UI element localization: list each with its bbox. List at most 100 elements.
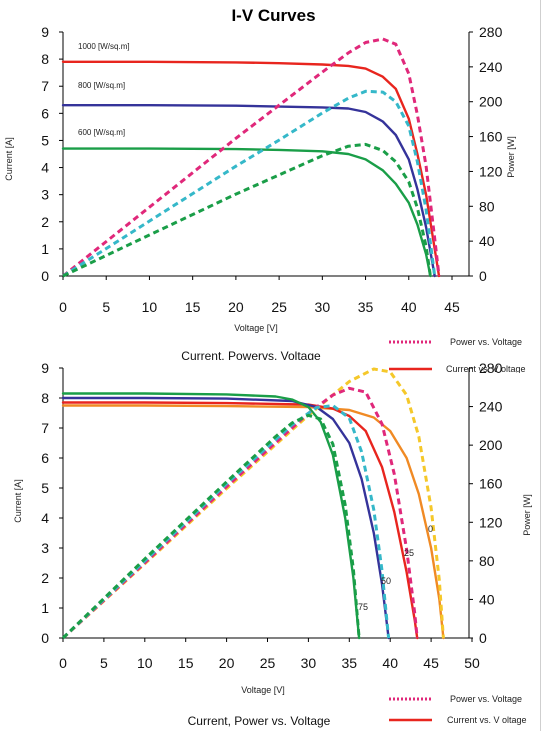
legend-power-label: Power vs. Voltage (450, 337, 522, 347)
y2-tick-label: 80 (479, 198, 495, 214)
y2-tick-label: 40 (479, 233, 495, 249)
x-tick-label: 25 (260, 655, 276, 671)
power-curve-7 (61, 413, 361, 640)
x-tick-label: 35 (342, 655, 358, 671)
x-tick-label: 50 (464, 655, 480, 671)
x-tick-label: 15 (185, 299, 201, 315)
chart2-series (61, 367, 445, 640)
y-tick-label: 6 (41, 450, 49, 466)
chart1-y2-axis-label: Power [W] (506, 136, 516, 178)
y-tick-label: 2 (41, 214, 49, 230)
power-curve-3 (62, 37, 441, 278)
series-label: 50 (381, 576, 391, 586)
x-tick-label: 40 (382, 655, 398, 671)
chart2-y-axis-label: Current [A] (13, 479, 23, 523)
y-tick-label: 0 (41, 268, 49, 284)
x-tick-label: 25 (271, 299, 287, 315)
y-tick-label: 5 (41, 132, 49, 148)
y-tick-label: 7 (41, 78, 49, 94)
chart1-y-axis-label: Current [A] (4, 137, 14, 181)
y-tick-label: 1 (41, 241, 49, 257)
x-tick-label: 30 (301, 655, 317, 671)
power-curve-5 (61, 386, 419, 640)
y-tick-label: 4 (41, 160, 49, 176)
y2-tick-label: 240 (479, 59, 503, 75)
series-label: 800 [W/sq.m] (78, 81, 125, 90)
y2-tick-label: 40 (479, 591, 495, 607)
current-curve-0 (61, 60, 441, 278)
y-tick-label: 4 (41, 510, 49, 526)
y2-tick-label: 120 (479, 514, 503, 530)
current-curve-2 (61, 396, 390, 640)
current-curve-1 (61, 104, 436, 278)
current-curve-1 (61, 401, 419, 640)
x-tick-label: 0 (59, 299, 67, 315)
y-tick-label: 0 (41, 630, 49, 646)
x-tick-label: 20 (219, 655, 235, 671)
chart2-caption: Current, Power vs. Voltage (188, 714, 331, 728)
series-label: 75 (358, 602, 368, 612)
x-tick-label: 35 (358, 299, 374, 315)
y2-tick-label: 160 (479, 476, 503, 492)
y2-tick-label: 160 (479, 129, 503, 145)
chart1-x-axis-label: Voltage [V] (234, 323, 278, 333)
chart1-legend: Power vs. Voltage Current vs. V oltage (389, 337, 526, 373)
chart1-caption: Current, Powervs. Voltage (181, 349, 321, 360)
y-tick-label: 5 (41, 480, 49, 496)
series-label: 1000 [W/sq.m] (78, 42, 130, 51)
chart1-labels: 1000 [W/sq.m] 800 [W/sq.m] 600 [W/sq.m] (78, 42, 130, 137)
x-tick-label: 5 (102, 299, 110, 315)
page-border (540, 0, 541, 731)
y-tick-label: 3 (41, 187, 49, 203)
current-curve-2 (61, 147, 432, 278)
power-curve-5 (62, 142, 432, 278)
chart2-y2-axis-label: Power [W] (522, 494, 532, 536)
power-curve-4 (61, 367, 445, 640)
x-tick-label: 10 (137, 655, 153, 671)
x-tick-label: 5 (100, 655, 108, 671)
x-tick-label: 45 (423, 655, 439, 671)
y-tick-label: 1 (41, 600, 49, 616)
y-tick-label: 8 (41, 390, 49, 406)
x-tick-label: 20 (228, 299, 244, 315)
page-title: I-V Curves (231, 6, 316, 25)
y-tick-label: 3 (41, 540, 49, 556)
y2-tick-label: 200 (479, 437, 503, 453)
legend-current-label: Current vs. V oltage (446, 364, 526, 373)
y2-tick-label: 80 (479, 553, 495, 569)
legend2-current-label: Current vs. V oltage (447, 715, 527, 725)
legend2-power-label: Power vs. Voltage (450, 694, 522, 704)
series-label: 0 (428, 524, 433, 534)
x-tick-label: 30 (315, 299, 331, 315)
y-tick-label: 9 (41, 360, 49, 376)
y-tick-label: 2 (41, 570, 49, 586)
x-tick-label: 45 (444, 299, 460, 315)
power-curve-6 (61, 404, 391, 640)
x-tick-label: 0 (59, 655, 67, 671)
y2-tick-label: 280 (479, 360, 503, 376)
current-curve-3 (61, 392, 361, 640)
chart2-legend: Power vs. Voltage Current vs. V oltage (389, 694, 527, 725)
chart1-series (61, 37, 441, 278)
y-tick-label: 6 (41, 105, 49, 121)
power-curve-4 (62, 89, 437, 278)
y-tick-label: 7 (41, 420, 49, 436)
y-tick-label: 8 (41, 51, 49, 67)
y2-tick-label: 240 (479, 399, 503, 415)
chart2-labels: 0 25 50 75 (358, 524, 433, 612)
y2-tick-label: 120 (479, 163, 503, 179)
chart2-x-axis-label: Voltage [V] (241, 685, 285, 695)
series-label: 25 (404, 548, 414, 558)
series-label: 600 [W/sq.m] (78, 128, 125, 137)
y2-tick-label: 280 (479, 24, 503, 40)
x-tick-label: 10 (142, 299, 158, 315)
y2-tick-label: 0 (479, 630, 487, 646)
y2-tick-label: 200 (479, 94, 503, 110)
y-tick-label: 9 (41, 24, 49, 40)
x-tick-label: 15 (178, 655, 194, 671)
